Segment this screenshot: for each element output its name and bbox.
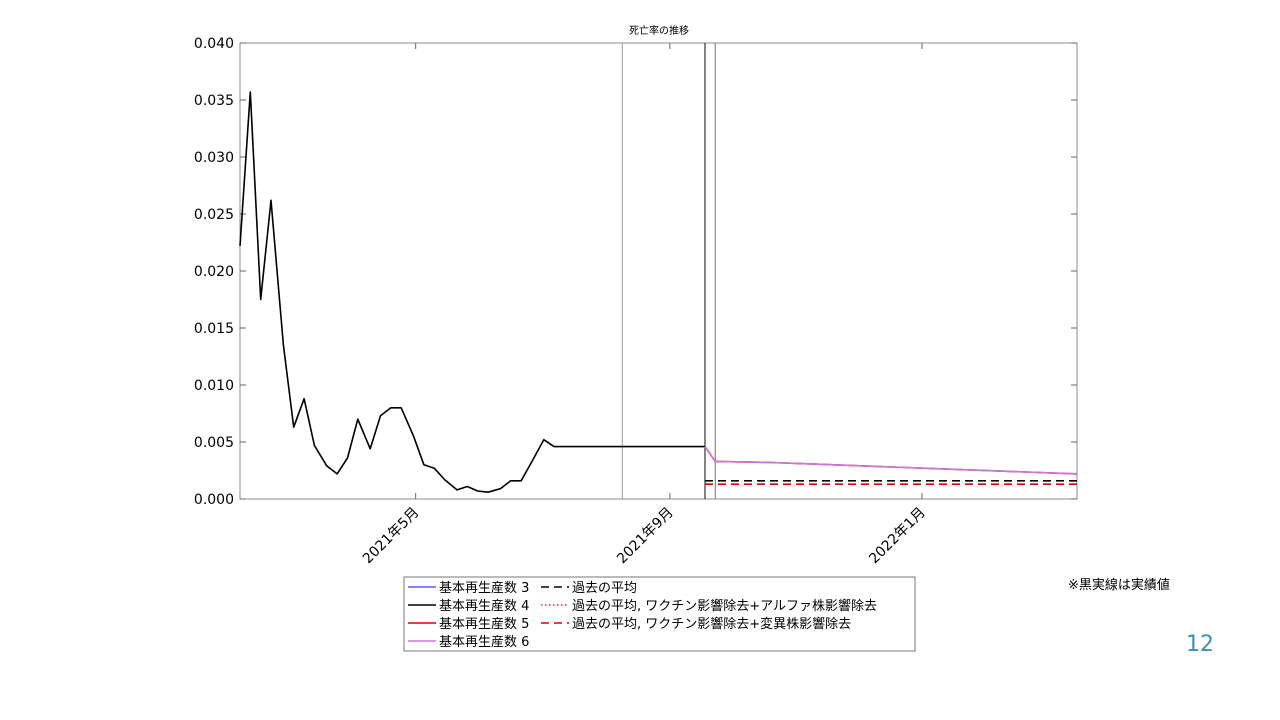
series-line [704, 446, 1078, 475]
x-tick-label: 2021年9月 [614, 505, 677, 568]
footnote: ※黒実線は実績値 [1068, 578, 1170, 593]
y-tick-label: 0.025 [194, 207, 234, 223]
series-line [239, 91, 705, 494]
x-tick-label: 2021年5月 [360, 505, 423, 568]
legend-label: 基本再生産数 4 [439, 598, 529, 614]
legend-label: 基本再生産数 5 [439, 616, 529, 632]
y-tick-label: 0.030 [194, 150, 234, 166]
legend-label: 過去の平均, ワクチン影響除去+アルファ株影響除去 [572, 598, 877, 614]
y-tick-label: 0.020 [194, 264, 234, 280]
legend-label: 過去の平均 [572, 581, 637, 596]
y-tick-label: 0.000 [194, 492, 234, 508]
legend: 基本再生産数 3 基本再生産数 4 基本再生産数 5 基本再生産数 6 過去の平均過去の… [403, 576, 916, 652]
legend-label: 基本再生産数 6 [439, 634, 529, 650]
y-tick-label: 0.005 [194, 435, 234, 451]
page-number: 12 [1186, 632, 1214, 657]
y-tick-label: 0.010 [194, 378, 234, 394]
y-tick-label: 0.040 [194, 36, 234, 52]
legend-label: 過去の平均, ワクチン影響除去+変異株影響除去 [572, 616, 851, 632]
chart-title: 死亡率の推移 [629, 24, 689, 37]
series-line [704, 446, 1078, 475]
plot-frame [239, 42, 1078, 500]
y-tick-label: 0.035 [194, 93, 234, 109]
plot-area: 0.000 0.005 0.010 0.015 0.020 0.025 0.030 0.035… [194, 36, 1078, 568]
y-tick-label: 0.015 [194, 321, 234, 337]
legend-label: 基本再生産数 3 [439, 580, 529, 596]
legend-box [403, 576, 916, 652]
x-tick-label: 2022年1月 [866, 505, 929, 568]
